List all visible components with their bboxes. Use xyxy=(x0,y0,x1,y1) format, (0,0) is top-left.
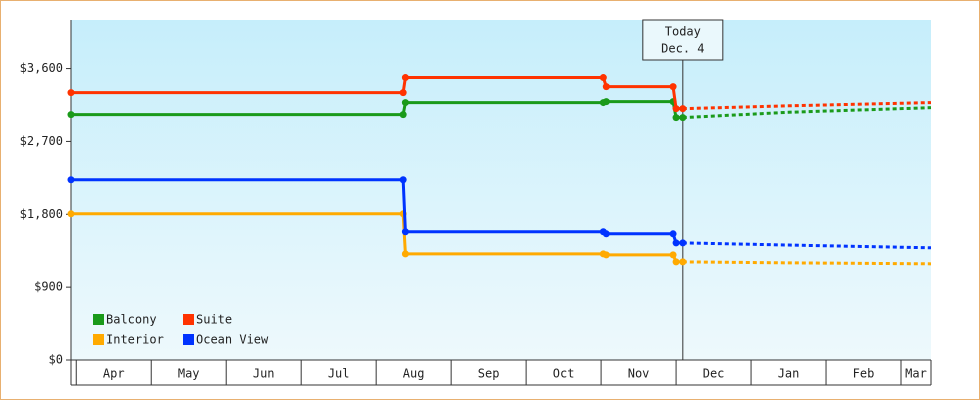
point xyxy=(679,239,687,247)
point xyxy=(679,114,687,122)
forecast-line xyxy=(682,260,932,266)
forecast-line xyxy=(682,101,932,111)
x-tick-label: Mar xyxy=(905,367,927,381)
legend-label: Suite xyxy=(196,313,232,327)
x-tick-label: Apr xyxy=(103,367,125,381)
point xyxy=(67,89,75,97)
y-tick-label: $3,600 xyxy=(20,61,63,75)
point xyxy=(401,228,409,236)
legend-swatch xyxy=(183,314,194,325)
y-tick-label: $900 xyxy=(34,280,63,294)
y-tick-label: $2,700 xyxy=(20,134,63,148)
x-tick-label: Sep xyxy=(478,367,500,381)
point xyxy=(672,114,680,122)
point xyxy=(669,251,677,259)
forecast-line xyxy=(682,106,932,120)
point xyxy=(399,89,407,97)
point xyxy=(401,74,409,82)
point xyxy=(602,83,610,91)
point xyxy=(399,176,407,184)
point xyxy=(602,230,610,238)
x-tick-label: Aug xyxy=(403,367,425,381)
point xyxy=(669,83,677,91)
point xyxy=(602,98,610,106)
point xyxy=(67,176,75,184)
y-tick-label: $1,800 xyxy=(20,207,63,221)
x-tick-label: Oct xyxy=(553,367,575,381)
point xyxy=(67,111,75,119)
point xyxy=(679,105,687,113)
y-tick-label: $0 xyxy=(49,353,63,367)
point xyxy=(672,239,680,247)
x-tick-label: Feb xyxy=(853,367,875,381)
legend-label: Interior xyxy=(106,333,164,347)
legend-swatch xyxy=(183,334,194,345)
legend-label: Balcony xyxy=(106,313,157,327)
point xyxy=(679,258,687,266)
x-tick-label: Nov xyxy=(628,367,650,381)
x-tick-label: Jan xyxy=(778,367,800,381)
point xyxy=(599,74,607,82)
point xyxy=(672,258,680,266)
today-label: Dec. 4 xyxy=(661,42,704,56)
legend-label: Ocean View xyxy=(196,333,269,347)
point xyxy=(602,251,610,259)
point xyxy=(401,250,409,258)
point xyxy=(401,99,409,107)
legend-swatch xyxy=(93,334,104,345)
x-tick-label: Jul xyxy=(328,367,350,381)
plot-area xyxy=(71,20,931,360)
point xyxy=(399,111,407,119)
x-tick-label: Dec xyxy=(703,367,725,381)
point xyxy=(672,105,680,113)
today-box xyxy=(642,19,724,61)
legend-swatch xyxy=(93,314,104,325)
today-label: Today xyxy=(665,25,701,39)
x-tick-label: Jun xyxy=(253,367,275,381)
x-tick-label: May xyxy=(178,367,200,381)
point xyxy=(669,230,677,238)
point xyxy=(67,210,75,218)
forecast-line xyxy=(682,241,932,250)
